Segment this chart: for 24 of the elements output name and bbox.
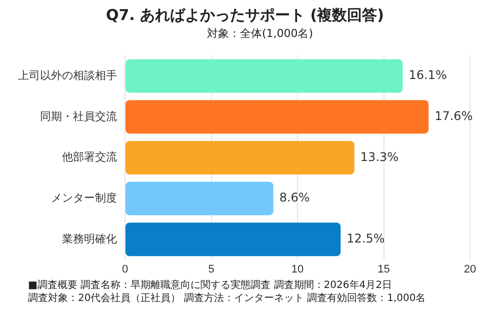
y-tick-label: 業務明確化 <box>62 233 117 246</box>
y-tick-label: 他部署交流 <box>62 150 117 164</box>
data-label: 8.6% <box>279 190 310 205</box>
chart-subtitle: 対象：全体(1,000名) <box>206 26 314 41</box>
x-tick-label: 10 <box>291 263 304 276</box>
data-label: 12.5% <box>346 232 385 246</box>
y-tick-label: メンター制度 <box>51 192 117 205</box>
chart-title: Q7. あればよかったサポート (複数回答) <box>104 6 386 26</box>
y-tick-label: 上司以外の相談相手 <box>18 69 117 82</box>
y-tick-label: 同期・社員交流 <box>40 110 117 123</box>
bar <box>126 140 354 174</box>
x-tick-label: 5 <box>208 263 214 276</box>
x-tick-label: 15 <box>378 263 390 276</box>
bar <box>126 182 274 216</box>
text: 調査対象：20代会社員（正社員） 調査方法：インターネット 調査有効回答数：1,000名 <box>28 292 427 305</box>
data-label: 13.3% <box>360 150 399 164</box>
data-label: 16.1% <box>408 68 447 82</box>
text: ■調査概要 調査名称：早期離職意向に関する実態調査 調査期間：2026年4月2日 <box>28 279 393 292</box>
x-tick-label: 0 <box>122 263 128 276</box>
x-tick-label: 20 <box>464 263 476 276</box>
bar <box>126 222 341 256</box>
bar <box>126 59 403 93</box>
data-label: 17.6% <box>434 108 473 123</box>
bar <box>126 100 429 134</box>
